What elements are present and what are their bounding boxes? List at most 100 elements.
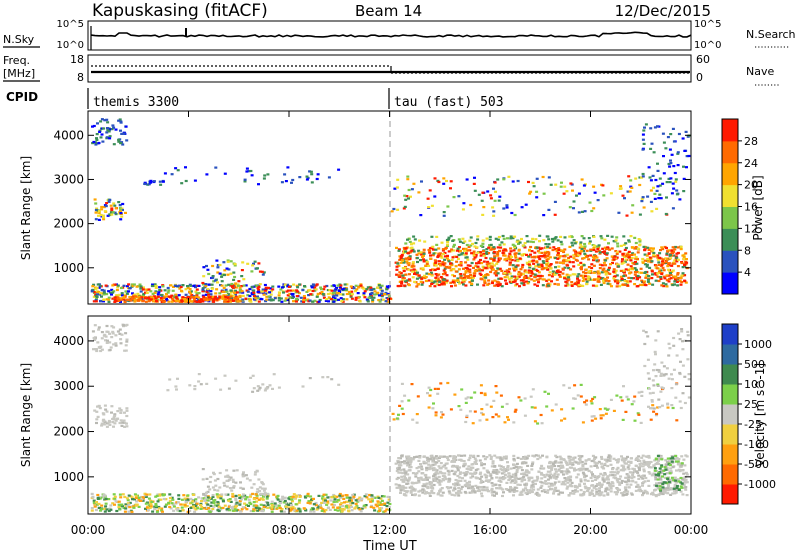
- velocity-echo-cell: [200, 505, 204, 508]
- power-echo-cell: [223, 273, 226, 277]
- velocity-echo-cell: [93, 409, 97, 412]
- velocity-echo-cell: [578, 483, 582, 486]
- velocity-echo-cell: [542, 488, 546, 492]
- velocity-echo-cell: [599, 485, 603, 488]
- power-echo-cell: [118, 204, 122, 207]
- velocity-echo-cell: [595, 492, 599, 495]
- power-echo-cell: [610, 285, 613, 288]
- velocity-echo-cell: [504, 469, 508, 472]
- power-echo-cell: [94, 294, 98, 298]
- power-echo-cell: [147, 183, 151, 186]
- power-echo-cell: [616, 280, 619, 283]
- power-echo-cell: [102, 300, 105, 303]
- power-echo-cell: [139, 290, 143, 293]
- power-echo-cell: [162, 300, 166, 303]
- velocity-echo-cell: [469, 476, 473, 479]
- velocity-echo-cell: [565, 487, 569, 490]
- power-echo-cell: [625, 214, 629, 217]
- power-echo-cell: [192, 297, 196, 300]
- power-echo-cell: [662, 269, 666, 272]
- velocity-echo-cell: [421, 472, 425, 475]
- velocity-echo-cell: [561, 480, 565, 484]
- velocity-echo-cell: [482, 455, 486, 458]
- power-echo-cell: [577, 263, 581, 266]
- velocity-echo-cell: [535, 491, 539, 494]
- power-echo-cell: [453, 284, 457, 287]
- velocity-echo-cell: [226, 493, 230, 496]
- power-echo-cell: [314, 288, 318, 291]
- power-echo-cell: [581, 279, 585, 282]
- power-echo-cell: [241, 300, 245, 303]
- velocity-echo-cell: [401, 488, 405, 491]
- power-echo-cell: [656, 254, 660, 257]
- power-echo-cell: [563, 248, 567, 251]
- velocity-echo-cell: [119, 338, 123, 341]
- velocity-echo-cell: [666, 479, 670, 482]
- power-echo-cell: [433, 259, 437, 262]
- velocity-echo-cell: [678, 470, 682, 473]
- power-echo-cell: [635, 270, 639, 274]
- power-echo-cell: [291, 289, 295, 292]
- velocity-echo-cell: [168, 497, 172, 500]
- power-echo-cell: [469, 273, 473, 277]
- power-echo-cell: [229, 295, 233, 298]
- velocity-echo-cell: [211, 494, 215, 497]
- power-echo-cell: [404, 250, 408, 253]
- velocity-echo-cell: [95, 349, 99, 353]
- power-echo-cell: [516, 179, 520, 183]
- power-echo-cell: [647, 166, 651, 169]
- power-echo-cell: [500, 269, 504, 272]
- velocity-echo-cell: [431, 469, 435, 472]
- power-echo-cell: [638, 283, 642, 286]
- power-echo-cell: [476, 238, 480, 241]
- power-echo-cell: [466, 276, 470, 279]
- power-echo-cell: [442, 214, 446, 217]
- velocity-echo-cell: [253, 473, 257, 476]
- power-echo-cell: [658, 193, 662, 196]
- velocity-echo-cell: [572, 456, 576, 459]
- power-echo-cell: [556, 283, 560, 286]
- power-echo-cell: [664, 260, 668, 263]
- power-echo-cell: [446, 244, 449, 247]
- power-echo-cell: [513, 278, 517, 282]
- velocity-echo-cell: [377, 496, 381, 499]
- velocity-echo-cell: [125, 338, 129, 341]
- velocity-echo-cell: [459, 471, 462, 474]
- power-echo-cell: [402, 207, 406, 210]
- power-echo-cell: [567, 259, 571, 262]
- velocity-echo-cell: [530, 490, 534, 493]
- power-echo-cell: [138, 297, 142, 300]
- velocity-echo-cell: [100, 424, 104, 427]
- velocity-echo-cell: [592, 486, 596, 489]
- power-echo-cell: [473, 245, 477, 248]
- power-echo-cell: [409, 195, 412, 198]
- power-echo-cell: [585, 255, 589, 258]
- power-echo-cell: [624, 258, 628, 261]
- power-echo-cell: [667, 177, 671, 180]
- velocity-echo-cell: [478, 489, 482, 493]
- power-echo-cell: [194, 300, 198, 303]
- power-echo-cell: [117, 201, 121, 204]
- power-echo-cell: [226, 259, 230, 262]
- power-echo-cell: [579, 274, 583, 277]
- velocity-echo-cell: [376, 500, 380, 503]
- power-echo-cell: [648, 176, 652, 179]
- power-echo-cell: [226, 273, 230, 276]
- power-echo-cell: [630, 211, 634, 214]
- power-echo-cell: [651, 249, 655, 252]
- velocity-echo-cell: [225, 469, 229, 472]
- power-echo-cell: [178, 287, 182, 290]
- power-echo-cell: [433, 177, 437, 180]
- power-echo-cell: [482, 275, 485, 278]
- power-echo-cell: [529, 253, 532, 256]
- velocity-echo-cell: [290, 498, 294, 501]
- power-echo-cell: [102, 206, 106, 209]
- velocity-echo-cell: [309, 500, 313, 503]
- power-echo-cell: [197, 298, 201, 301]
- power-echo-cell: [481, 191, 485, 194]
- power-echo-cell: [520, 266, 524, 269]
- power-echo-cell: [682, 256, 686, 259]
- power-echo-cell: [634, 260, 637, 264]
- power-echo-cell: [427, 264, 431, 267]
- velocity-echo-cell: [503, 468, 507, 471]
